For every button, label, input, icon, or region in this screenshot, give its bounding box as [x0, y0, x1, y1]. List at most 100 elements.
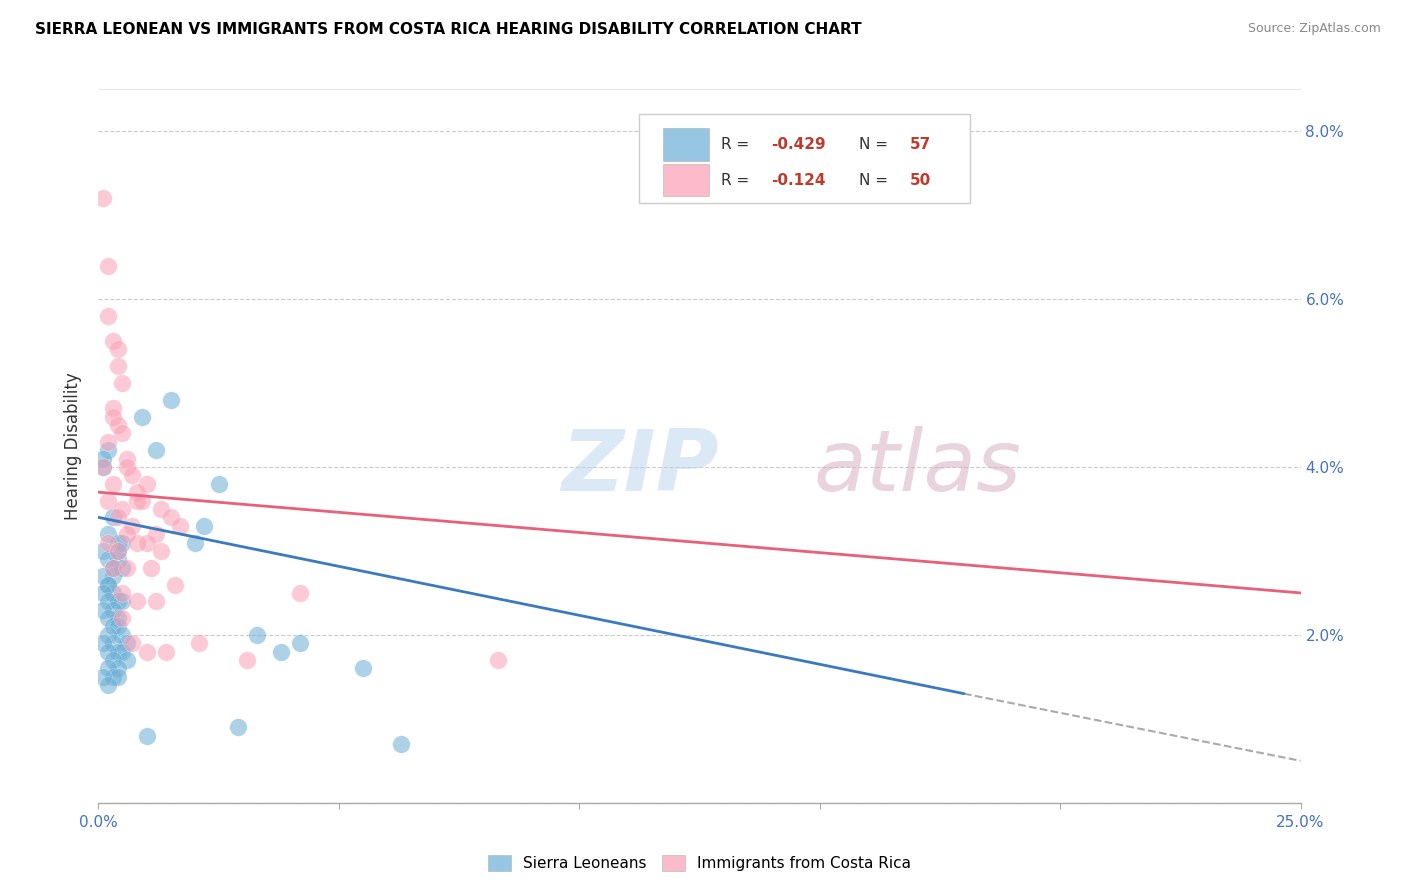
- Point: [159, 510, 181, 524]
- Point: [246, 628, 269, 642]
- Point: [107, 619, 129, 633]
- Point: [125, 535, 148, 549]
- Point: [97, 661, 120, 675]
- Point: [486, 653, 509, 667]
- Point: [125, 485, 148, 500]
- Point: [111, 645, 134, 659]
- Point: [97, 535, 120, 549]
- Point: [97, 628, 120, 642]
- Point: [107, 535, 129, 549]
- Point: [149, 502, 172, 516]
- Point: [131, 493, 153, 508]
- Point: [131, 409, 153, 424]
- Point: [107, 417, 129, 432]
- Point: [101, 569, 124, 583]
- Point: [111, 586, 134, 600]
- Point: [97, 493, 120, 508]
- Point: [236, 653, 259, 667]
- Point: [111, 611, 134, 625]
- Point: [107, 611, 129, 625]
- Point: [111, 628, 134, 642]
- Point: [117, 451, 139, 466]
- Point: [117, 636, 139, 650]
- Point: [290, 636, 312, 650]
- Point: [145, 527, 167, 541]
- Point: [226, 720, 249, 734]
- Text: 50: 50: [910, 173, 931, 188]
- Bar: [664, 128, 709, 161]
- Point: [97, 594, 120, 608]
- Point: [97, 552, 120, 566]
- Point: [101, 560, 124, 574]
- Point: [111, 535, 134, 549]
- Text: N =: N =: [859, 173, 893, 188]
- Text: R =: R =: [721, 173, 754, 188]
- Point: [101, 401, 124, 416]
- Point: [352, 661, 374, 675]
- Point: [155, 645, 177, 659]
- Text: 57: 57: [910, 137, 931, 153]
- Text: Source: ZipAtlas.com: Source: ZipAtlas.com: [1247, 22, 1381, 36]
- Point: [111, 560, 134, 574]
- Point: [135, 729, 157, 743]
- Point: [107, 510, 129, 524]
- Point: [107, 552, 129, 566]
- Text: R =: R =: [721, 137, 754, 153]
- Point: [149, 544, 172, 558]
- Point: [91, 636, 114, 650]
- Text: SIERRA LEONEAN VS IMMIGRANTS FROM COSTA RICA HEARING DISABILITY CORRELATION CHAR: SIERRA LEONEAN VS IMMIGRANTS FROM COSTA …: [35, 22, 862, 37]
- Point: [121, 468, 143, 483]
- FancyBboxPatch shape: [640, 114, 970, 203]
- Point: [135, 535, 157, 549]
- Point: [117, 653, 139, 667]
- Point: [193, 518, 215, 533]
- Point: [101, 653, 124, 667]
- Text: atlas: atlas: [814, 425, 1022, 509]
- Point: [107, 544, 129, 558]
- Point: [107, 544, 129, 558]
- Point: [101, 476, 124, 491]
- Point: [117, 560, 139, 574]
- Point: [97, 577, 120, 591]
- Point: [111, 502, 134, 516]
- Point: [91, 603, 114, 617]
- Point: [125, 594, 148, 608]
- Point: [188, 636, 211, 650]
- Point: [91, 569, 114, 583]
- Point: [107, 670, 129, 684]
- Point: [97, 443, 120, 458]
- Point: [183, 535, 205, 549]
- Point: [111, 376, 134, 390]
- Point: [91, 451, 114, 466]
- Point: [107, 661, 129, 675]
- Point: [389, 737, 412, 751]
- Point: [97, 259, 120, 273]
- Point: [117, 527, 139, 541]
- Point: [97, 645, 120, 659]
- Point: [91, 586, 114, 600]
- Point: [141, 560, 163, 574]
- Point: [91, 670, 114, 684]
- Text: -0.429: -0.429: [772, 137, 827, 153]
- Point: [101, 670, 124, 684]
- Text: -0.124: -0.124: [772, 173, 827, 188]
- Point: [107, 594, 129, 608]
- Y-axis label: Hearing Disability: Hearing Disability: [65, 372, 83, 520]
- Point: [125, 493, 148, 508]
- Point: [91, 544, 114, 558]
- Point: [101, 334, 124, 348]
- Point: [97, 309, 120, 323]
- Point: [111, 426, 134, 441]
- Point: [97, 527, 120, 541]
- Point: [101, 510, 124, 524]
- Point: [97, 577, 120, 591]
- Point: [121, 636, 143, 650]
- Point: [91, 191, 114, 205]
- Point: [101, 603, 124, 617]
- Point: [91, 460, 114, 475]
- Point: [169, 518, 191, 533]
- Point: [290, 586, 312, 600]
- Point: [101, 619, 124, 633]
- Legend: Sierra Leoneans, Immigrants from Costa Rica: Sierra Leoneans, Immigrants from Costa R…: [482, 849, 917, 877]
- Point: [135, 645, 157, 659]
